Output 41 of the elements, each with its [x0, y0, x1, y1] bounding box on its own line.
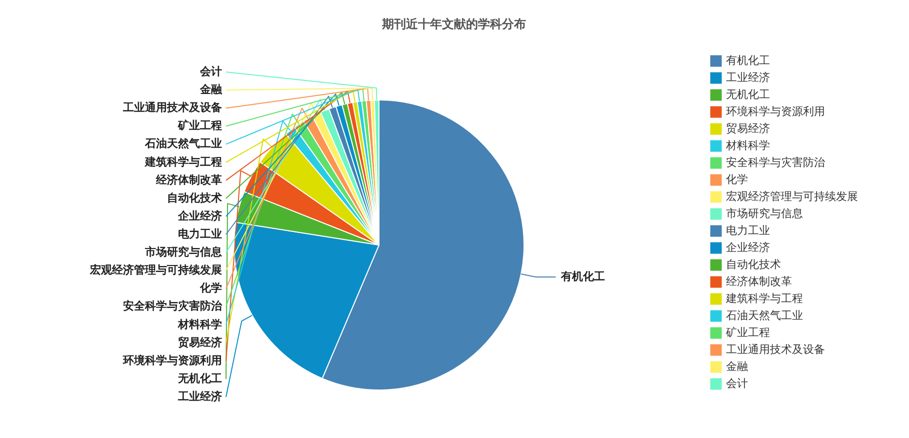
legend-label: 工业经济 [726, 71, 770, 84]
legend-label: 宏观经济管理与可持续发展 [726, 190, 858, 203]
legend-label: 环境科学与资源利用 [726, 105, 825, 118]
legend-label: 贸易经济 [726, 122, 770, 135]
slice-label: 企业经济 [177, 209, 222, 222]
slice-label: 自动化技术 [167, 191, 222, 204]
slice-label: 市场研究与信息 [144, 246, 223, 259]
slice-label: 建筑科学与工程 [144, 155, 222, 168]
legend-label: 企业经济 [726, 241, 770, 254]
slice-label: 环境科学与资源利用 [122, 354, 222, 367]
slice-label: 化学 [199, 282, 222, 295]
slice-label: 有机化工 [560, 270, 605, 283]
legend-label: 无机化工 [726, 88, 770, 101]
legend-label: 会计 [726, 377, 748, 390]
slice-label: 矿业工程 [177, 119, 222, 132]
slice-label: 工业通用技术及设备 [122, 101, 222, 114]
legend-label: 石油天然气工业 [726, 309, 803, 322]
slice-label: 安全科学与灾害防治 [123, 300, 223, 313]
legend-label: 工业通用技术及设备 [726, 343, 825, 356]
legend-label: 市场研究与信息 [726, 207, 803, 220]
slice-label: 金融 [199, 83, 223, 96]
legend-label: 电力工业 [726, 224, 770, 237]
legend-label: 矿业工程 [725, 326, 770, 339]
legend-label: 自动化技术 [726, 258, 781, 271]
legend-label: 有机化工 [726, 54, 770, 67]
slice-label: 贸易经济 [178, 336, 222, 349]
slice-label: 工业经济 [177, 390, 222, 403]
slice-label: 会计 [199, 65, 222, 78]
legend-label: 材料科学 [725, 139, 770, 152]
slice-label: 经济体制改革 [155, 173, 222, 186]
slice-label: 材料科学 [177, 318, 222, 331]
legend-label: 化学 [726, 173, 748, 186]
legend-label: 经济体制改革 [726, 275, 792, 288]
slice-label: 电力工业 [178, 228, 222, 240]
legend-label: 建筑科学与工程 [725, 292, 803, 305]
slice-label: 宏观经济管理与可持续发展 [89, 264, 222, 277]
chart-title: 期刊近十年文献的学科分布 [381, 17, 526, 31]
legend-label: 安全科学与灾害防治 [726, 156, 825, 169]
slice-label: 无机化工 [177, 372, 222, 385]
legend-label: 金融 [726, 360, 748, 373]
slice-label: 石油天然气工业 [144, 137, 222, 150]
